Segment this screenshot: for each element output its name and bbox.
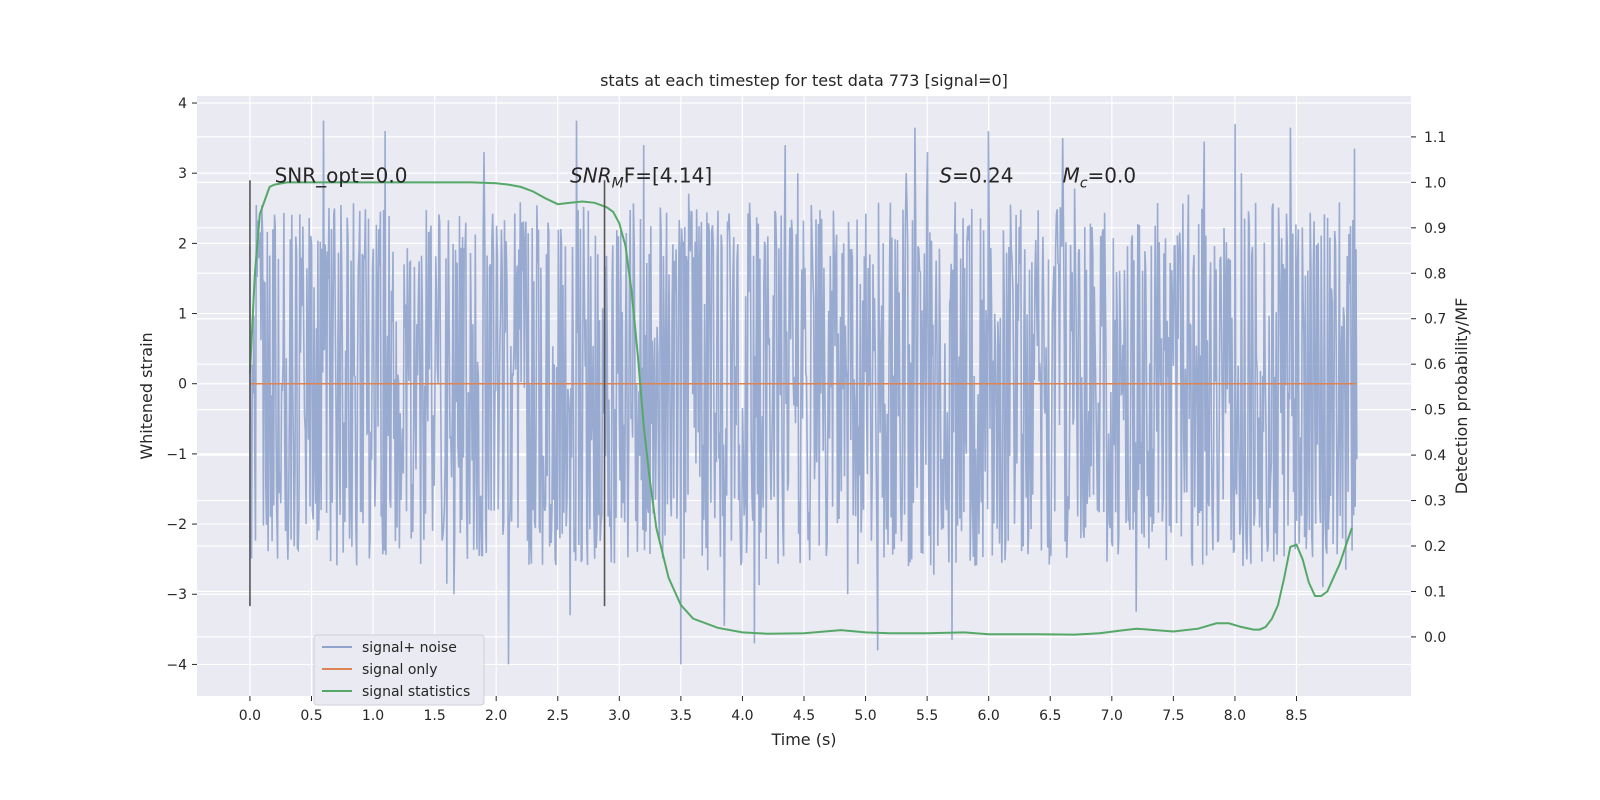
line-series	[248, 180, 1357, 636]
y-left-tick-label-1: −3	[166, 587, 187, 603]
y-left-tick-label-5: 1	[178, 307, 187, 323]
legend-box	[313, 634, 485, 706]
x-tick-label-16: 8.0	[1224, 708, 1246, 724]
y-right-tick-label-10: 1.0	[1424, 175, 1446, 191]
x-tick-label-8: 4.0	[731, 708, 753, 724]
noise-series	[249, 120, 1358, 665]
y-axis-label-left: Whitened strain	[137, 332, 156, 459]
y-left-tick-label-4: 0	[178, 377, 187, 393]
x-tick-label-5: 2.5	[547, 708, 569, 724]
y-right-tick-label-3: 0.3	[1424, 494, 1446, 510]
y-left-tick-label-0: −4	[166, 657, 187, 673]
y-right-tick-label-5: 0.5	[1424, 403, 1446, 419]
y-left-tick-label-2: −2	[166, 517, 187, 533]
y-right-tick-label-2: 0.2	[1424, 539, 1446, 555]
annotation-mc-value: Mc=0.0	[1063, 163, 1137, 191]
x-tick-label-0: 0.0	[239, 708, 261, 724]
annotation-s-value: S=0.24	[939, 163, 1013, 187]
x-tick-label-11: 5.5	[916, 708, 938, 724]
x-tick-label-17: 8.5	[1285, 708, 1307, 724]
x-tick-label-6: 3.0	[608, 708, 630, 724]
y-right-tick-label-1: 0.1	[1424, 584, 1446, 600]
legend-label-stats: signal statistics	[362, 684, 470, 700]
x-tick-label-14: 7.0	[1101, 708, 1123, 724]
y-axis-label-right: Detection probability/MF	[1452, 298, 1471, 495]
y-left-tick-label-7: 3	[178, 166, 187, 182]
y-right-tick-label-9: 0.9	[1424, 221, 1446, 237]
y-right-tick-label-7: 0.7	[1424, 312, 1446, 328]
annotation-snr-opt: SNR_opt=0.0	[275, 163, 408, 187]
x-tick-label-10: 5.0	[854, 708, 876, 724]
y-right-tick-label-0: 0.0	[1424, 630, 1446, 646]
x-tick-label-9: 4.5	[793, 708, 815, 724]
legend-label-noise: signal+ noise	[362, 640, 457, 656]
annotation-snr-mf: SNRMF=[4.14]	[570, 163, 712, 191]
x-tick-label-7: 3.5	[670, 708, 692, 724]
x-tick-label-12: 6.0	[978, 708, 1000, 724]
y-left-tick-label-3: −1	[166, 447, 187, 463]
legend-label-signal: signal only	[362, 662, 437, 678]
x-axis-label: Time (s)	[770, 730, 836, 749]
chart-title: stats at each timestep for test data 773…	[600, 71, 1008, 90]
annotations: SNR_opt=0.0 SNRMF=[4.14] S=0.24 Mc=0.0	[275, 163, 1137, 191]
x-tick-label-13: 6.5	[1039, 708, 1061, 724]
y-left-tick-label-8: 4	[178, 96, 187, 112]
y-right-tick-label-11: 1.1	[1424, 130, 1446, 146]
x-tick-label-4: 2.0	[485, 708, 507, 724]
y-left-tick-label-6: 2	[178, 236, 187, 252]
y-right-tick-label-8: 0.8	[1424, 266, 1446, 282]
grid	[197, 96, 1411, 696]
series-line-signal-noise	[249, 120, 1358, 665]
y-right-tick-label-6: 0.6	[1424, 357, 1446, 373]
x-tick-label-2: 1.0	[362, 708, 384, 724]
ticks: 0.0 0.5 1.0 1.5 2.0 2.5 3.0 3.5 4.0 4.5 5.0 5.5 6.0 6…	[166, 96, 1446, 724]
series-line-signal-statistics	[248, 181, 1353, 636]
x-tick-label-3: 1.5	[423, 708, 445, 724]
legend: signal+ noise signal only signal statist…	[313, 634, 485, 706]
x-tick-label-15: 7.5	[1162, 708, 1184, 724]
x-tick-label-1: 0.5	[300, 708, 322, 724]
y-right-tick-label-4: 0.4	[1424, 448, 1446, 464]
